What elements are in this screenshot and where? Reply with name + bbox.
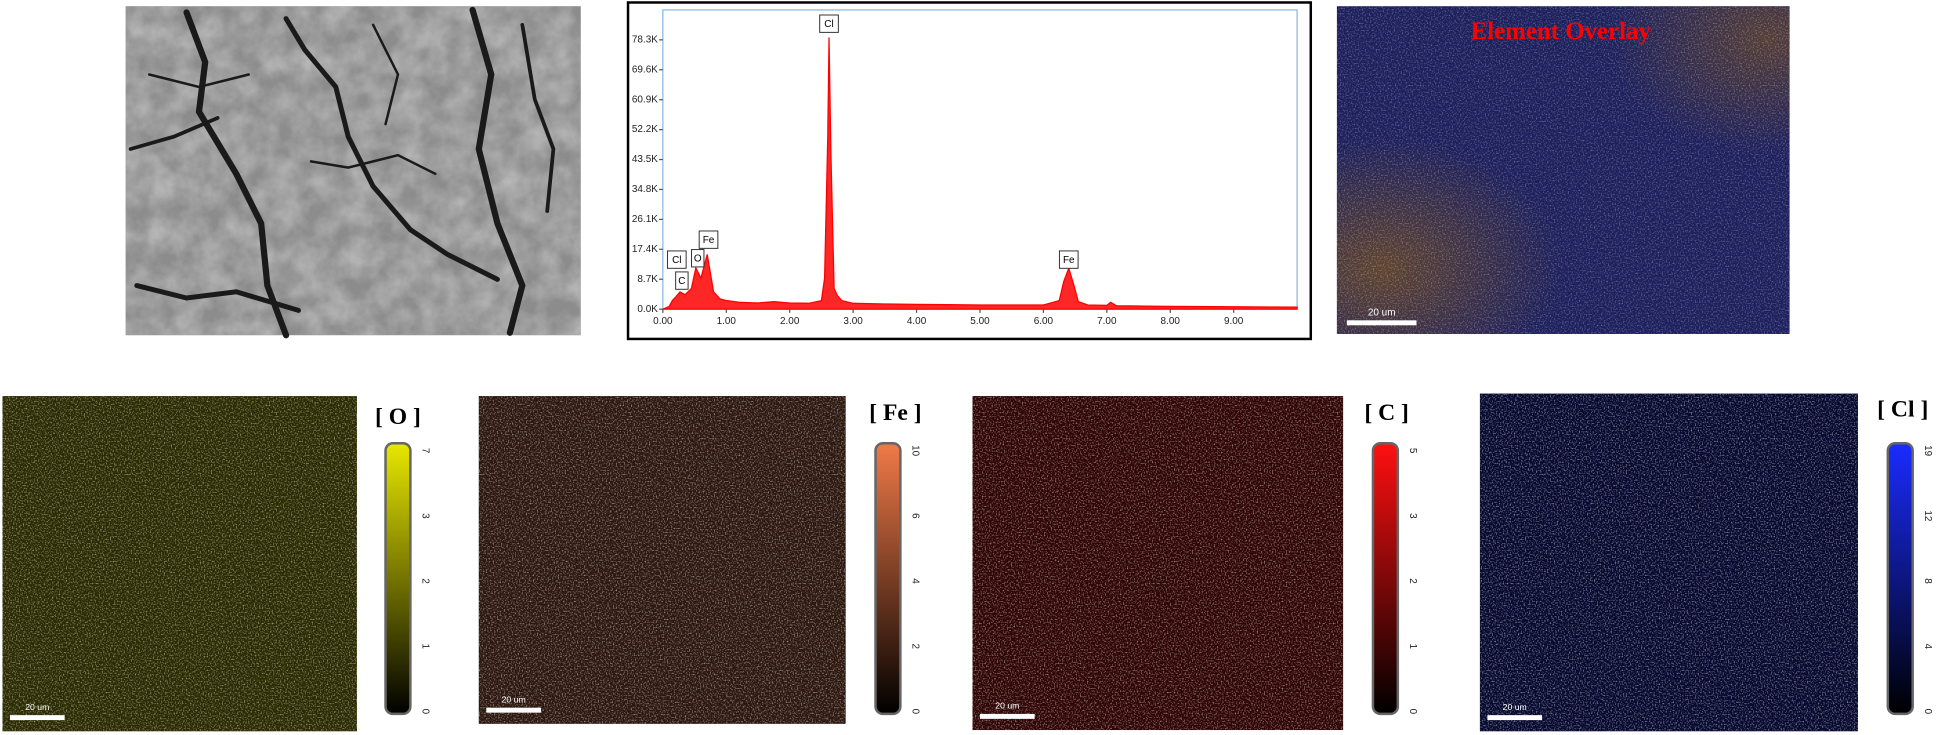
colorbar-tick-label: 2 [420,578,431,584]
map-label: [ O ] [375,404,421,430]
map-signal [1479,393,1858,732]
y-tick-label: 0.0K [637,304,658,315]
peak-label-box [675,271,689,290]
y-tick-label: 60.9K [632,94,658,105]
x-tick-label: 7.00 [1097,316,1117,327]
x-tick-label: 6.00 [1034,316,1054,327]
scale-bar [979,713,1035,719]
peak-label: Fe [1063,255,1075,266]
scale-bar [9,715,65,721]
scale-bar-label: 20 um [25,702,49,712]
peak-label: C [678,276,685,287]
scale-bar [1346,320,1417,326]
peak-label-box [1058,250,1079,269]
colorbar [874,441,902,716]
y-tick-label: 69.6K [632,64,658,75]
spectrum: 0.0K 8.7K 17.4K 26.1K 34.8K 43.5K 52.2K 60.9K 69… [632,14,1298,327]
colorbar-tick-label: 0 [910,709,921,715]
element-map: 20 um [ O ] 0 1 2 3 7 [2,396,431,732]
colorbar-tick-label: 4 [910,578,921,584]
y-tick-label: 78.3K [632,34,658,45]
colorbar [384,441,412,716]
scale-bar-label: 20 um [1503,702,1527,712]
colorbar-tick-label: 3 [420,513,431,519]
colorbar-tick-label: 10 [910,445,921,457]
colorbar [1371,441,1400,716]
map-label: [ Cl ] [1877,396,1928,422]
spectrum-area [662,37,1298,310]
map-signal [2,396,357,732]
colorbar-tick-label: 7 [420,448,431,454]
colorbar-tick-label: 0 [420,709,431,715]
x-tick-label: 9.00 [1224,316,1244,327]
colorbar-tick-label: 2 [1407,578,1418,584]
colorbar-tick-label: 12 [1922,510,1933,522]
peak-label: O [694,253,702,264]
scale-bar-label: 20 um [502,695,526,705]
element-overlay: Element Overlay 20 um [1336,6,1790,334]
y-tick-label: 17.4K [632,244,658,255]
y-tick-label: 52.2K [632,124,658,135]
colorbar-tick-label: 6 [910,513,921,519]
colorbar [1886,441,1914,716]
colorbar-tick-label: 2 [910,643,921,649]
y-tick-label: 26.1K [632,214,658,225]
x-tick-label: 8.00 [1161,316,1181,327]
peak-label-box [819,14,839,33]
colorbar-tick-label: 4 [1922,643,1933,649]
x-tick-label: 0.00 [653,316,673,327]
x-tick-label: 5.00 [970,316,990,327]
scale-bar-label: 20 um [1368,308,1396,319]
map-label: [ C ] [1364,400,1409,426]
colorbar-tick-label: 19 [1922,445,1933,457]
colorbar-tick-label: 1 [1407,643,1418,649]
y-tick-label: 8.7K [637,274,658,285]
x-tick-label: 3.00 [843,316,863,327]
scale-bar-label: 20 um [995,701,1019,711]
y-tick-label: 34.8K [632,184,658,195]
element-map: 20 um [ C ] 0 1 2 3 5 [972,396,1418,731]
peak-label: Fe [703,235,715,246]
y-tick-label: 43.5K [632,154,658,165]
peak-label-box [691,249,705,268]
colorbar-tick-label: 1 [420,643,431,649]
colorbar-tick-label: 8 [1922,578,1933,584]
scale-bar [1487,715,1543,721]
plot-area [662,9,1298,310]
scale-bar [486,707,541,713]
element-map: 20 um [ Fe ] 0 2 4 6 10 [478,396,922,724]
element-map: 20 um [ Cl ] 0 4 8 12 19 [1479,393,1933,732]
peak-label-box [666,250,687,269]
peak-label: Cl [824,19,833,30]
map-signal [972,396,1344,731]
map-signal [478,396,846,724]
colorbar-tick-label: 3 [1407,513,1418,519]
peak-label-box [698,230,719,249]
peak-label: Cl [672,255,681,266]
overlay-title: Element Overlay [1471,18,1652,45]
colorbar-tick-label: 0 [1922,709,1933,715]
x-tick-label: 4.00 [907,316,927,327]
x-tick-label: 2.00 [780,316,800,327]
sem-image [125,6,581,339]
colorbar-tick-label: 5 [1407,448,1418,454]
map-label: [ Fe ] [869,400,921,426]
x-tick-label: 1.00 [717,316,737,327]
colorbar-tick-label: 0 [1407,709,1418,715]
